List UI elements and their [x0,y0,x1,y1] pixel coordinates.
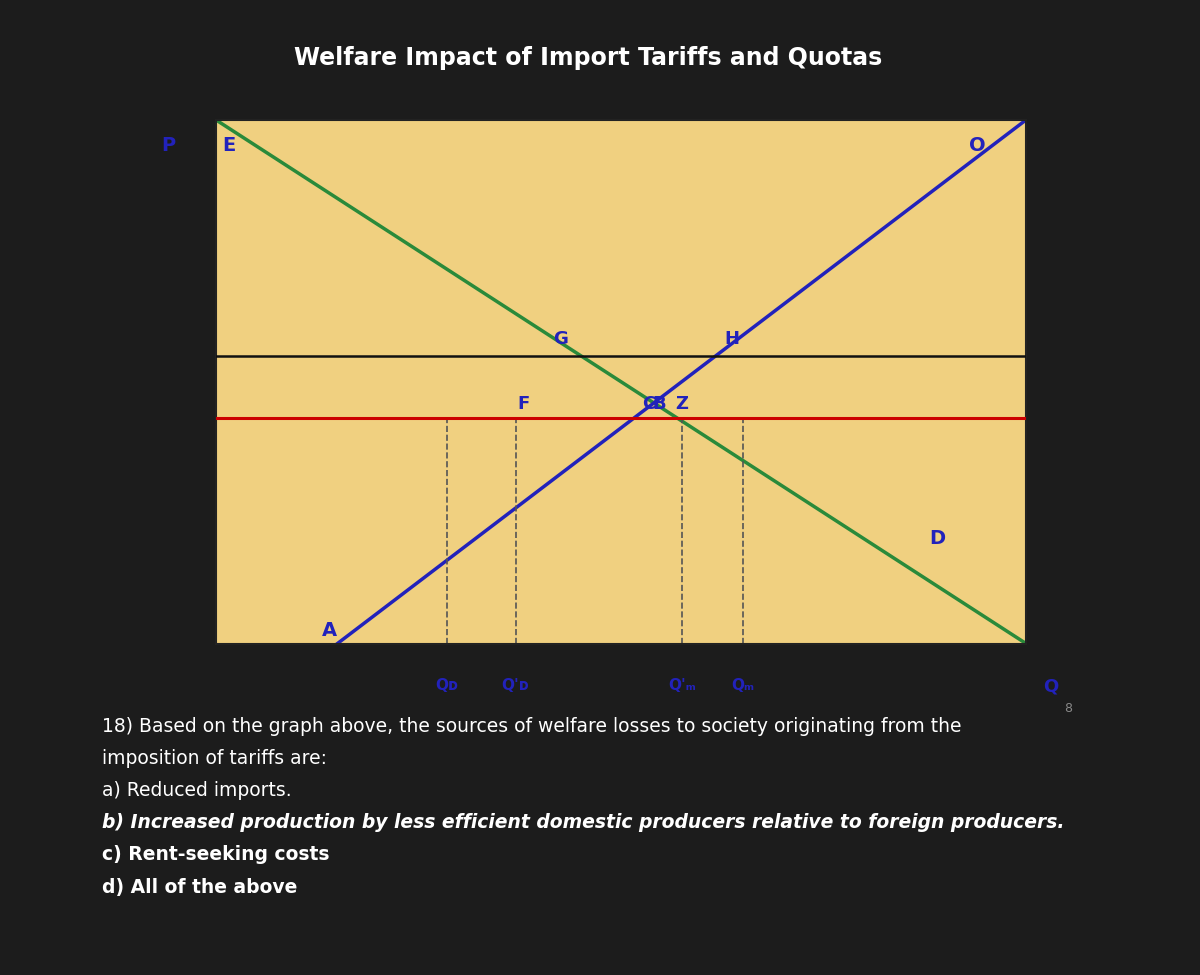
Text: Q'ᴅ: Q'ᴅ [502,678,529,692]
Text: Qᴅ: Qᴅ [436,678,458,692]
Text: b) Increased production by less efficient domestic producers relative to foreign: b) Increased production by less efficien… [102,813,1064,832]
Text: D: D [929,529,944,548]
Text: A: A [323,621,337,640]
Text: O: O [970,136,986,155]
Text: F: F [517,395,530,413]
Text: B: B [652,395,666,413]
Text: E: E [222,136,235,155]
Text: H: H [725,330,739,348]
Text: Q'ₘ: Q'ₘ [668,678,696,692]
Text: Q: Q [1043,678,1058,695]
Text: imposition of tariffs are:: imposition of tariffs are: [102,749,326,767]
Text: 18) Based on the graph above, the sources of welfare losses to society originati: 18) Based on the graph above, the source… [102,717,961,735]
Text: c) Rent-seeking costs: c) Rent-seeking costs [102,845,330,864]
Text: G: G [553,330,569,348]
Text: P: P [161,136,175,155]
Text: C: C [642,395,655,413]
Text: Qₘ: Qₘ [731,678,754,692]
Text: Welfare Impact of Import Tariffs and Quotas: Welfare Impact of Import Tariffs and Quo… [294,46,882,69]
Text: d) All of the above: d) All of the above [102,878,298,896]
Text: 8: 8 [1064,702,1073,715]
Text: a) Reduced imports.: a) Reduced imports. [102,781,292,799]
Text: Z: Z [676,395,688,413]
